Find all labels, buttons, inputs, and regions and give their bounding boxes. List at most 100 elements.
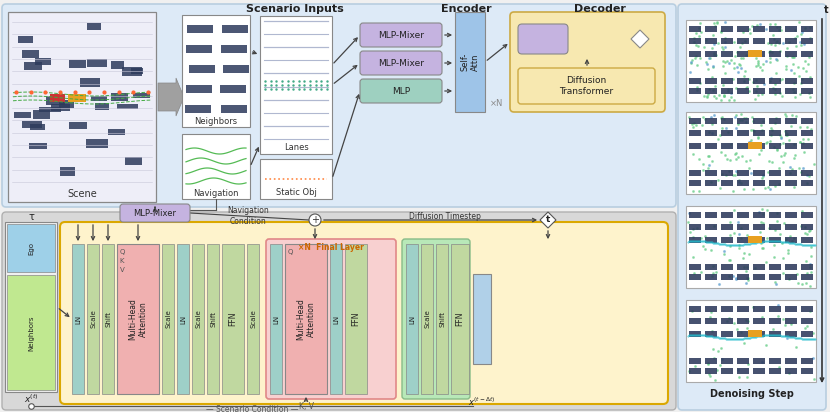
Point: [788, 54, 801, 60]
Point: [753, 208, 766, 215]
Text: LN: LN: [75, 314, 81, 323]
Point: [717, 116, 730, 122]
Point: [686, 254, 700, 260]
Point: [787, 183, 800, 190]
Point: [731, 154, 745, 161]
Point: [793, 124, 807, 131]
Point: [773, 132, 786, 138]
Text: Shift: Shift: [210, 311, 216, 327]
Point: [711, 177, 725, 183]
Bar: [753, 143, 765, 149]
Bar: [785, 143, 797, 149]
Point: [733, 61, 746, 67]
Bar: [222, 244, 244, 394]
Point: [764, 47, 777, 54]
Point: [691, 225, 704, 231]
Point: [763, 21, 776, 27]
Bar: [705, 51, 717, 57]
Point: [726, 76, 740, 82]
Bar: [705, 274, 717, 280]
Point: [737, 77, 750, 84]
Point: [730, 63, 744, 70]
Point: [737, 186, 750, 192]
Point: [803, 227, 816, 234]
Point: [718, 70, 731, 77]
Bar: [686, 300, 816, 382]
Point: [762, 225, 775, 231]
Text: t: t: [546, 215, 550, 224]
Point: [715, 114, 729, 120]
Point: [773, 26, 786, 33]
Point: [756, 171, 769, 178]
Point: [778, 220, 791, 226]
Point: [727, 97, 740, 103]
Bar: [785, 130, 797, 136]
Bar: [753, 51, 765, 57]
Point: [764, 54, 777, 61]
Bar: [737, 118, 749, 124]
Point: [772, 302, 785, 309]
Bar: [35, 58, 51, 65]
Point: [721, 129, 735, 136]
Point: [801, 61, 814, 68]
Point: [742, 276, 755, 283]
Bar: [185, 105, 211, 113]
Point: [710, 20, 724, 26]
Bar: [785, 318, 797, 324]
Point: [690, 52, 703, 59]
Point: [717, 251, 730, 258]
Point: [726, 187, 740, 194]
Bar: [737, 38, 749, 44]
Point: [759, 58, 773, 65]
Point: [781, 247, 794, 254]
Bar: [689, 78, 701, 84]
Point: [758, 184, 771, 191]
Bar: [436, 244, 448, 394]
Point: [693, 55, 706, 61]
Text: +: +: [311, 215, 319, 225]
Point: [757, 245, 770, 251]
Bar: [769, 78, 781, 84]
Point: [729, 274, 742, 281]
Bar: [801, 306, 813, 312]
Point: [767, 32, 780, 39]
Point: [716, 46, 730, 53]
Point: [797, 164, 810, 171]
Bar: [705, 368, 717, 374]
Text: Scenario Inputs: Scenario Inputs: [247, 4, 344, 14]
Bar: [60, 168, 75, 176]
Point: [771, 312, 784, 319]
Point: [773, 48, 786, 55]
Bar: [188, 65, 215, 73]
Point: [775, 75, 788, 82]
Point: [787, 140, 800, 147]
Point: [685, 308, 698, 314]
Bar: [748, 50, 762, 57]
Point: [774, 140, 787, 147]
Point: [803, 263, 816, 270]
Point: [722, 314, 735, 321]
Point: [735, 225, 748, 231]
Bar: [801, 180, 813, 186]
Point: [682, 367, 696, 374]
Bar: [737, 306, 749, 312]
Bar: [769, 170, 781, 176]
Point: [706, 64, 720, 71]
Point: [703, 162, 716, 168]
Point: [701, 61, 714, 68]
Bar: [769, 26, 781, 32]
Point: [786, 54, 799, 60]
Point: [794, 80, 808, 87]
Text: Multi-Head
Attention: Multi-Head Attention: [296, 298, 315, 340]
Point: [776, 159, 789, 166]
Bar: [785, 358, 797, 364]
Point: [731, 68, 745, 75]
Point: [774, 134, 788, 141]
Point: [706, 262, 720, 269]
Point: [741, 317, 754, 324]
Point: [681, 219, 695, 225]
Point: [725, 141, 738, 147]
Bar: [785, 51, 797, 57]
Point: [769, 70, 783, 76]
Point: [723, 168, 736, 174]
